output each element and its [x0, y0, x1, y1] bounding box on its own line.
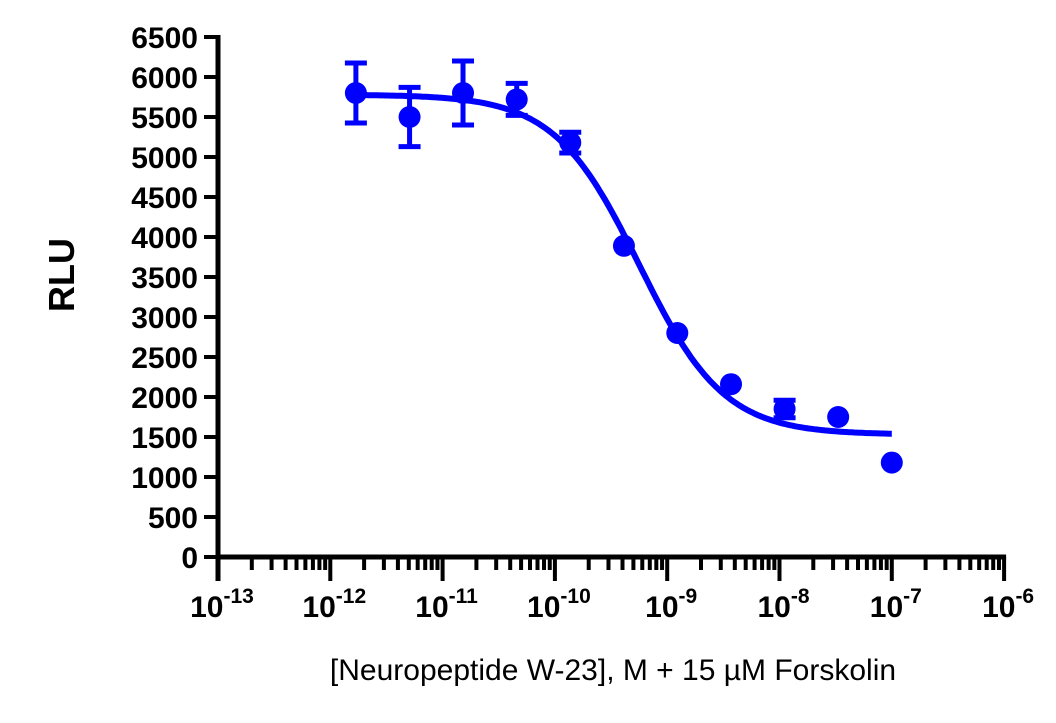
data-point: [773, 398, 796, 420]
x-tick-label: 10-6: [982, 585, 1034, 624]
fit-curve: [355, 92, 892, 437]
y-tick-label: 6500: [131, 22, 198, 55]
y-tick-label: 3500: [131, 262, 198, 295]
y-tick-label: 3000: [131, 302, 198, 335]
y-tick-label: 1000: [131, 462, 198, 495]
data-point: [827, 406, 850, 428]
x-tick-label: 10-9: [645, 585, 697, 624]
data-point: [666, 322, 689, 344]
data-point: [559, 131, 582, 154]
y-tick-label: 2000: [131, 382, 198, 415]
y-axis-title: RLU: [41, 238, 82, 312]
data-point: [880, 451, 903, 474]
x-tick-label: 10-12: [302, 585, 366, 624]
y-tick-label: 5000: [131, 142, 198, 175]
y-tick-label: 5500: [131, 102, 198, 135]
data-point: [612, 234, 635, 257]
x-axis-title: [Neuropeptide W-23], M + 15 µM Forskolin: [330, 654, 896, 687]
x-tick-label: 10-10: [527, 585, 591, 624]
y-tick-label: 6000: [131, 62, 198, 95]
y-axis: 0 500 1000 1500 2000 2500 3000 3500 4000 4500 5000…: [131, 22, 221, 581]
y-tick-label: 4000: [131, 222, 198, 255]
y-tick-label: 500: [148, 502, 198, 535]
y-tick-label: 2500: [131, 342, 198, 375]
y-tick-label: 0: [181, 542, 198, 575]
data-point: [398, 106, 421, 128]
data-point: [344, 82, 367, 104]
data-point: [720, 373, 743, 396]
x-tick-label: 10-8: [757, 585, 809, 624]
x-axis: 10-13 10-12 10-11 10-10 10-9 10-8 10-7 10-6: [190, 554, 1034, 624]
data-point: [505, 88, 528, 111]
data-series: [344, 58, 903, 474]
data-point: [452, 82, 475, 104]
y-tick-label: 1500: [131, 422, 198, 455]
x-tick-label: 10-7: [870, 585, 922, 624]
y-tick-label: 4500: [131, 182, 198, 215]
x-tick-label: 10-11: [415, 585, 478, 624]
x-tick-label: 10-13: [190, 585, 254, 624]
